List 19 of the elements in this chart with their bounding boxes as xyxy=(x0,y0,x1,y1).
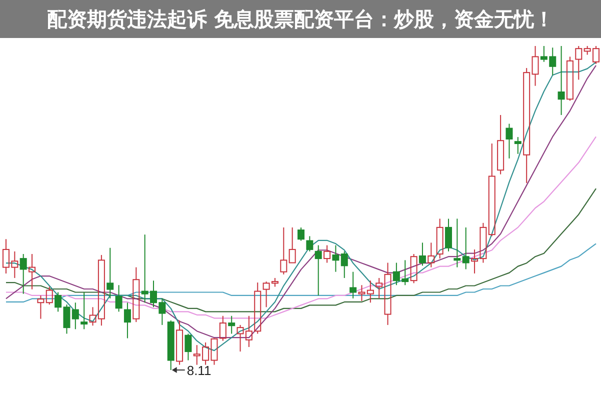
candlestick xyxy=(532,46,539,86)
candlestick xyxy=(454,218,461,268)
candlestick xyxy=(184,333,192,361)
candlestick xyxy=(558,46,565,116)
chart-title: 配资期货违法起诉 免息股票配资平台：炒股，资金无忧！ xyxy=(47,7,554,31)
candlestick xyxy=(228,315,236,334)
candlestick xyxy=(366,280,374,304)
candlestick xyxy=(358,284,366,302)
candlestick xyxy=(219,315,226,342)
candlestick xyxy=(72,302,79,330)
candlestick xyxy=(497,114,504,175)
candlestick xyxy=(350,271,357,299)
candlestick xyxy=(332,244,340,272)
candlestick xyxy=(28,254,36,290)
candlestick xyxy=(566,56,574,102)
candlestick xyxy=(124,302,131,339)
candlestick xyxy=(384,262,392,326)
candlestick xyxy=(106,247,114,299)
annotation: 8.11 xyxy=(186,363,212,378)
